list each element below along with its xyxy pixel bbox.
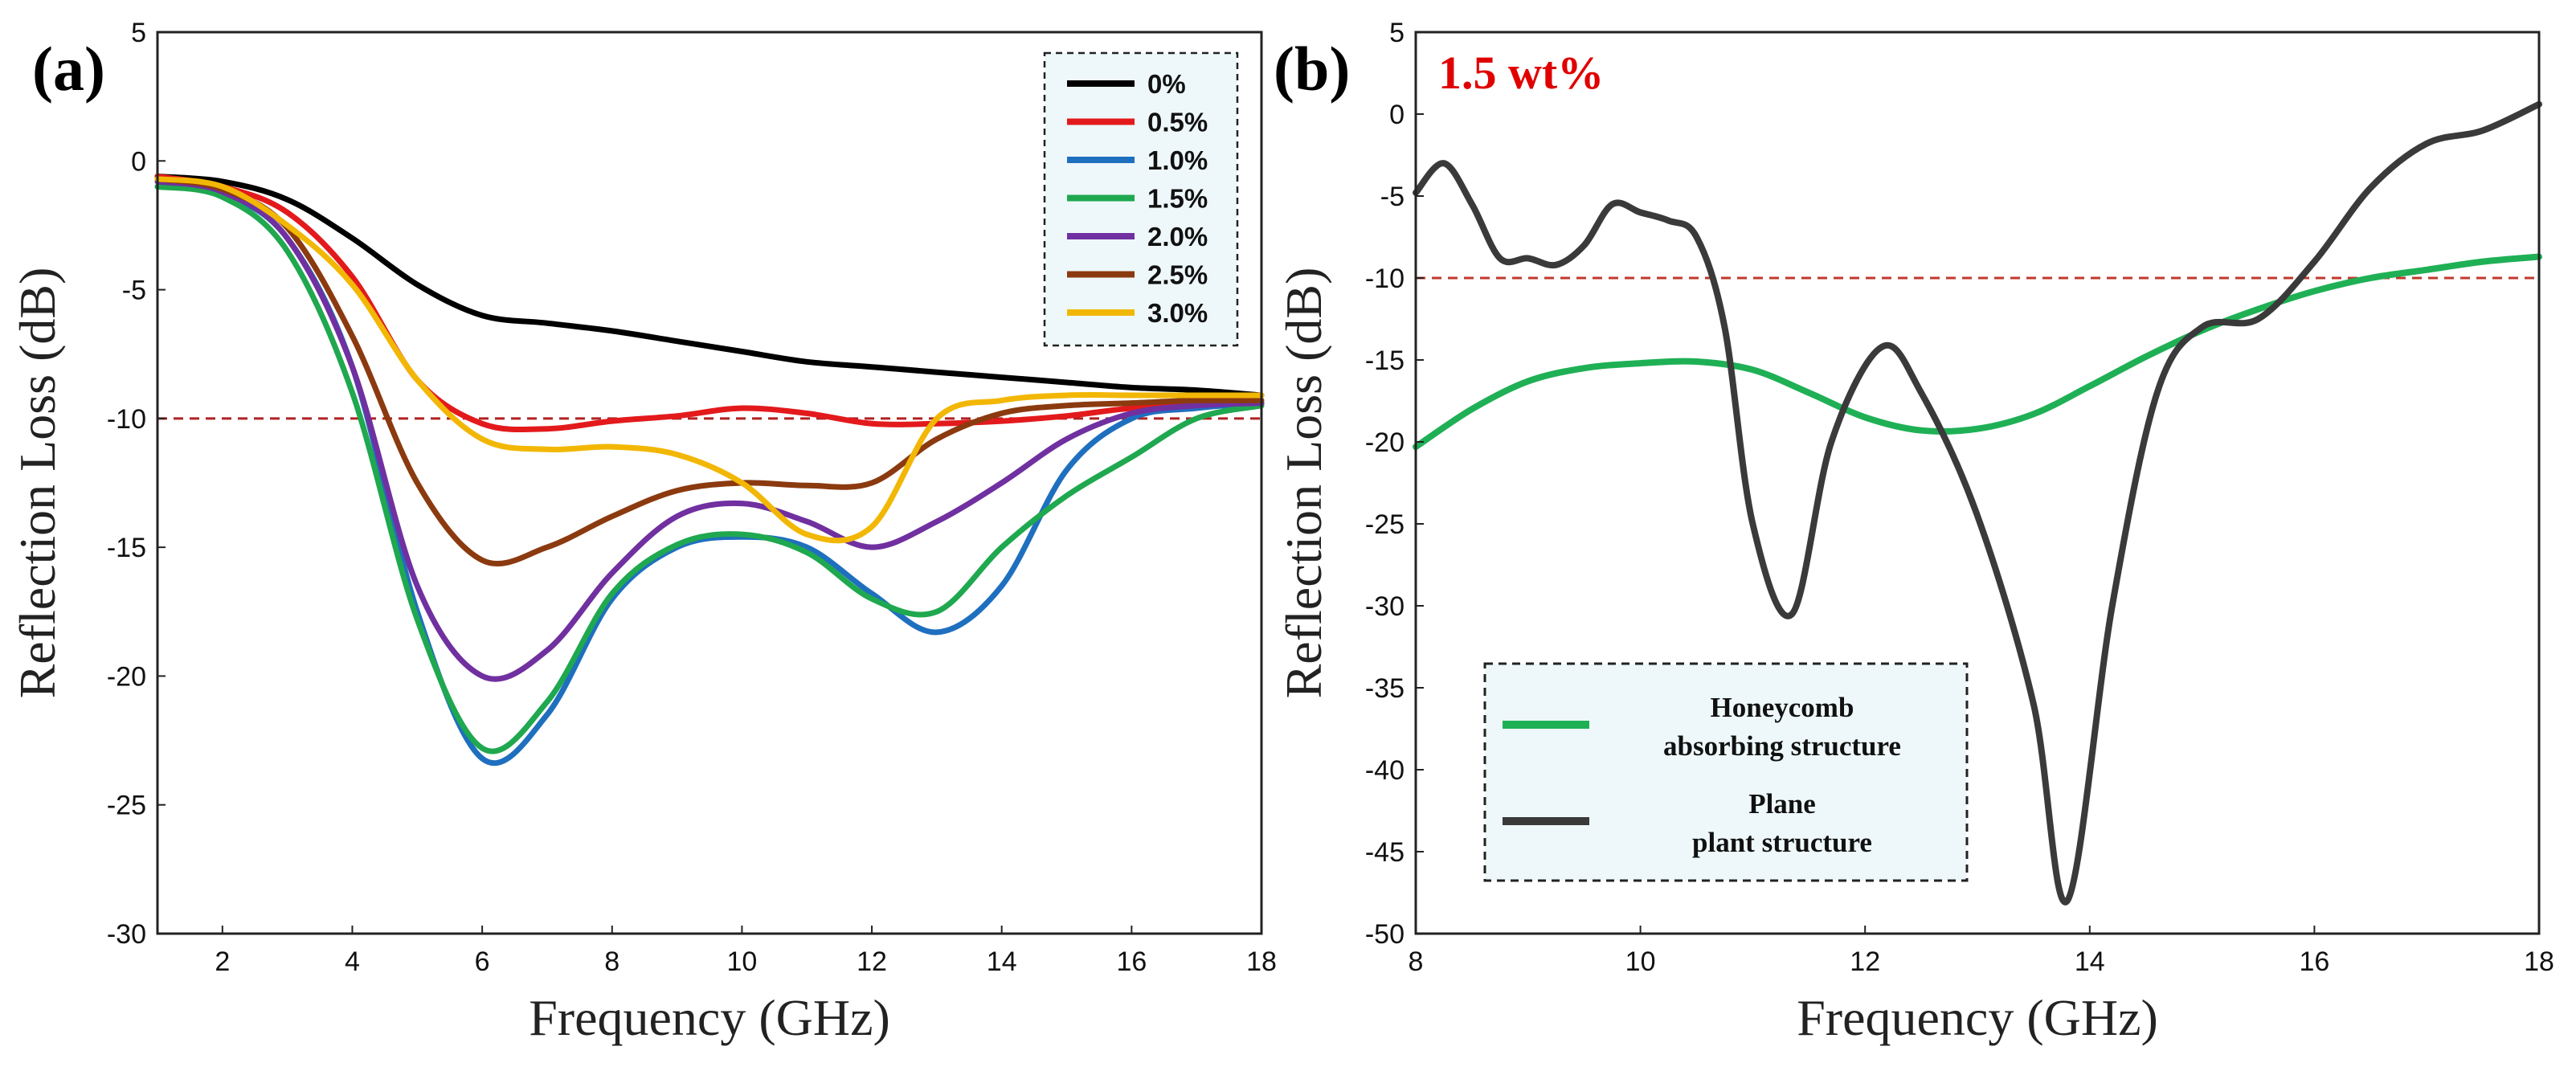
- panel-b-series-line-2: [1413, 100, 2542, 906]
- panel-a-series-line-7: [154, 176, 1265, 544]
- panel-b-y-tick-label: -25: [1365, 509, 1405, 540]
- panel-a-label: (a): [32, 34, 105, 104]
- panel-a-series-line-6: [154, 176, 1265, 567]
- panel-b-y-tick-label: -50: [1365, 919, 1405, 950]
- panel-a-series-line-1: [154, 174, 1265, 399]
- panel-b-chart: (b) 5 0 -5 -10 -15 -20 -25 -30 -35 -40 -45 -50 8 10 1…: [1274, 18, 2554, 1046]
- panel-b-legend-label: plant structure: [1692, 827, 1872, 858]
- panel-a-chart: (a) 5 0 -5 -10 -15 -20 -25 -30 2 4 6 8 10 12 14 16 18 F…: [9, 18, 1277, 1046]
- panel-b-plot-frame: [1414, 31, 2541, 935]
- panel-b-legend-box: [1483, 662, 1969, 882]
- panel-a-legend-label: 1.0%: [1147, 145, 1208, 175]
- panel-a-y-axis-label: Reflection Loss (dB): [9, 268, 66, 699]
- panel-a-x-axis-label: Frequency (GHz): [529, 989, 890, 1046]
- panel-a-y-tick-label: -25: [107, 791, 146, 821]
- panel-a-y-tick-label: -20: [107, 661, 146, 692]
- panel-b-x-tick-label: 18: [2524, 946, 2554, 977]
- panel-a-legend-label: 3.0%: [1147, 298, 1208, 328]
- panel-b-x-tick-label: 8: [1409, 946, 1424, 977]
- panel-a-series-line-2: [154, 174, 1265, 433]
- panel-b-y-tick-label: -35: [1365, 673, 1405, 704]
- panel-a-x-tick-label: 16: [1116, 946, 1147, 977]
- panel-b-y-tick-label: -20: [1365, 427, 1405, 458]
- panel-a-y-tick-label: -30: [107, 919, 146, 950]
- panel-b-series-line-1: [1413, 253, 2542, 451]
- panel-a-x-tick-label: 18: [1246, 946, 1277, 977]
- panel-a-legend-label: 2.0%: [1147, 222, 1208, 251]
- panel-a-series-line-4: [154, 183, 1265, 754]
- panel-a-x-tick-label: 14: [987, 946, 1017, 977]
- panel-a-y-tick-label: -15: [107, 533, 146, 563]
- panel-a-legend-label: 1.5%: [1147, 184, 1208, 214]
- panel-a-x-tick-label: 6: [475, 946, 490, 977]
- panel-a-legend-label: 0.5%: [1147, 108, 1208, 137]
- panel-a-y-tick-label: 5: [131, 18, 146, 48]
- panel-b-y-tick-label: -15: [1365, 345, 1405, 376]
- panel-b-legend-label: Plane: [1748, 788, 1816, 820]
- panel-a-x-tick-label: 2: [215, 946, 230, 977]
- panel-b-y-tick-label: -10: [1365, 264, 1405, 294]
- panel-b-legend: Honeycomb absorbing structure Plane plant s…: [1483, 662, 1969, 882]
- panel-a-x-tick-label: 10: [726, 946, 757, 977]
- panel-b-y-tick-label: -5: [1380, 182, 1405, 212]
- panel-b-y-tick-label: 5: [1389, 18, 1405, 48]
- panel-b-x-tick-label: 16: [2299, 946, 2329, 977]
- panel-a-y-tick-label: 0: [131, 146, 146, 177]
- panel-b-annotation: 1.5 wt%: [1438, 47, 1604, 99]
- panel-b-y-axis-label: Reflection Loss (dB): [1275, 268, 1332, 699]
- panel-b-x-axis-label: Frequency (GHz): [1797, 989, 2158, 1046]
- panel-b-y-tick-label: 0: [1389, 100, 1405, 130]
- panel-b-y-tick-label: -40: [1365, 755, 1405, 786]
- panel-b-y-tick-label: -30: [1365, 591, 1405, 622]
- panel-b-legend-label: Honeycomb: [1711, 692, 1854, 723]
- panel-a-y-tick-label: -10: [107, 404, 146, 435]
- panel-a-series-line-5: [154, 178, 1265, 682]
- panel-a-legend-label: 2.5%: [1147, 260, 1208, 290]
- panel-b-x-tick-label: 12: [1850, 946, 1880, 977]
- panel-b-label: (b): [1274, 34, 1350, 104]
- panel-a-plot-frame: [156, 31, 1263, 935]
- panel-a-x-tick-label: 12: [857, 946, 887, 977]
- panel-b-legend-label: absorbing structure: [1663, 730, 1901, 762]
- panel-a-legend-label: 0%: [1147, 69, 1186, 99]
- panel-a-y-tick-label: -5: [122, 276, 146, 306]
- panel-a-x-tick-label: 8: [604, 946, 619, 977]
- panel-a-legend: 0% 0.5% 1.0% 1.5% 2.0% 2.5% 3.0%: [1043, 51, 1239, 347]
- panel-b-x-tick-label: 14: [2075, 946, 2105, 977]
- panel-b-y-tick-label: -45: [1365, 837, 1405, 868]
- panel-a-x-tick-label: 4: [345, 946, 360, 977]
- panel-b-x-tick-label: 10: [1625, 946, 1656, 977]
